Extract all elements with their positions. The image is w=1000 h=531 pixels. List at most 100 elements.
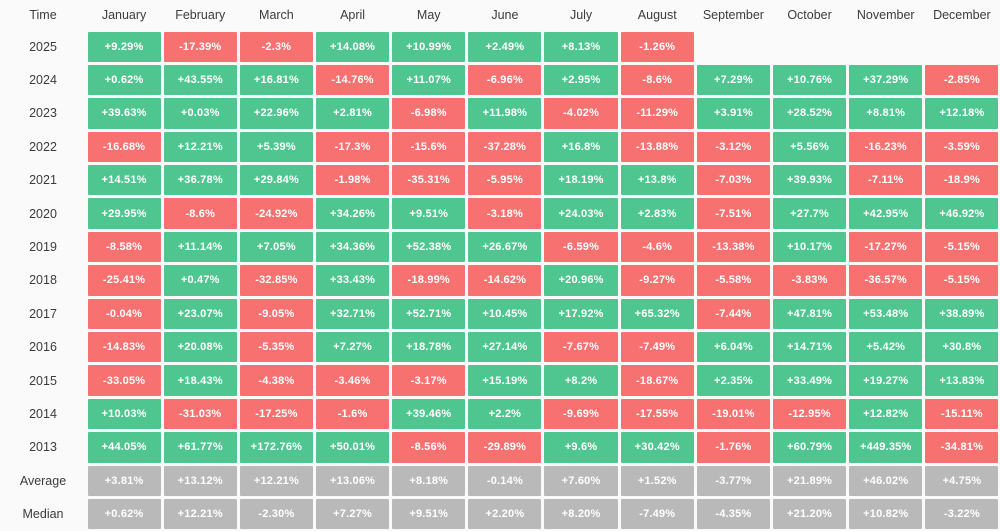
return-value: +2.95% (544, 64, 618, 96)
return-cell: -34.81% (924, 431, 1000, 464)
return-cell: +14.08% (314, 30, 390, 63)
return-value: +16.81% (239, 64, 313, 96)
return-cell: -2.85% (924, 63, 1000, 96)
return-cell (695, 30, 771, 63)
return-value: -29.89% (468, 432, 542, 463)
return-cell: +12.18% (924, 97, 1000, 130)
return-value: +13.06% (315, 465, 390, 496)
return-value: +10.45% (468, 298, 542, 330)
return-cell: -7.44% (695, 297, 771, 330)
return-cell: -1.98% (314, 164, 390, 197)
time-header: Time (29, 8, 57, 22)
return-value: +0.62% (87, 498, 161, 530)
return-cell: +18.43% (162, 364, 238, 397)
return-value: +10.03% (87, 398, 161, 430)
return-value: +8.2% (544, 365, 618, 396)
return-value: -11.29% (620, 98, 694, 129)
return-value: -35.31% (392, 165, 466, 196)
return-cell: +3.91% (695, 97, 771, 130)
return-value: -34.81% (925, 432, 999, 463)
return-value: -3.18% (468, 198, 542, 229)
return-cell: +2.81% (314, 97, 390, 130)
return-cell: -8.56% (391, 431, 467, 464)
return-value: -7.49% (620, 498, 694, 530)
return-value: -3.83% (772, 265, 847, 296)
return-value: +12.21% (163, 131, 237, 163)
month-header-march: March (259, 8, 294, 22)
return-cell: +33.49% (771, 364, 847, 397)
return-value: +43.55% (163, 64, 237, 96)
return-value: +39.93% (772, 165, 847, 196)
return-cell: -7.67% (543, 331, 619, 364)
return-value: -3.12% (696, 131, 770, 163)
return-cell: +29.84% (238, 164, 314, 197)
return-value: +17.92% (544, 298, 618, 330)
return-value: +32.71% (315, 298, 390, 330)
return-cell: +0.62% (86, 63, 162, 96)
return-cell: +14.51% (86, 164, 162, 197)
return-cell: -9.05% (238, 297, 314, 330)
return-value: +0.03% (163, 98, 237, 129)
return-value: +14.71% (772, 332, 847, 363)
return-value: -14.62% (468, 265, 542, 296)
return-cell: -18.67% (619, 364, 695, 397)
month-header-september: September (702, 8, 764, 22)
return-value: +46.92% (925, 198, 999, 229)
row-label-median: Median (22, 507, 64, 522)
return-value: +7.05% (239, 231, 313, 263)
return-cell: +12.21% (162, 497, 238, 530)
return-cell: +13.06% (314, 464, 390, 497)
month-header-october: October (787, 8, 832, 22)
return-value: +26.67% (468, 231, 542, 263)
return-value: -0.14% (468, 465, 542, 496)
return-value: +20.96% (544, 265, 618, 296)
return-value: -15.6% (392, 131, 466, 163)
return-cell: +9.6% (543, 431, 619, 464)
return-cell: +449.35% (848, 431, 924, 464)
return-cell: -18.9% (924, 164, 1000, 197)
return-value: +15.19% (468, 365, 542, 396)
return-cell: -5.58% (695, 264, 771, 297)
return-cell: +52.38% (391, 230, 467, 263)
return-cell: +24.03% (543, 197, 619, 230)
return-value: +30.8% (925, 332, 999, 363)
return-cell: -7.03% (695, 164, 771, 197)
return-value: +22.96% (239, 98, 313, 129)
return-value: +13.8% (620, 165, 694, 196)
return-cell: -15.6% (391, 130, 467, 163)
row-label-2013: 2013 (29, 440, 57, 455)
return-value: +29.84% (239, 165, 313, 196)
return-value: +21.89% (772, 465, 847, 496)
return-value: +3.81% (87, 465, 161, 496)
return-cell: -8.6% (162, 197, 238, 230)
return-cell: +5.56% (771, 130, 847, 163)
month-header-april: April (340, 8, 366, 22)
return-cell: +10.17% (771, 230, 847, 263)
month-header-june: June (491, 8, 519, 22)
return-value: +65.32% (620, 298, 694, 330)
return-cell: -35.31% (391, 164, 467, 197)
row-label-2017: 2017 (29, 306, 57, 321)
return-cell: +11.98% (467, 97, 543, 130)
return-value: -6.98% (392, 98, 466, 129)
return-cell: +8.2% (543, 364, 619, 397)
return-value: +39.63% (87, 98, 161, 129)
return-cell: +6.04% (695, 331, 771, 364)
return-cell: -37.28% (467, 130, 543, 163)
return-value: +61.77% (163, 432, 237, 463)
return-cell: +21.20% (771, 497, 847, 530)
return-cell: -25.41% (86, 264, 162, 297)
return-cell: +8.81% (848, 97, 924, 130)
return-cell: -3.22% (924, 497, 1000, 530)
return-cell: -14.62% (467, 264, 543, 297)
return-value: -18.99% (392, 265, 466, 296)
return-cell: -1.6% (314, 397, 390, 430)
return-value: +9.6% (544, 432, 618, 463)
return-cell: +9.29% (86, 30, 162, 63)
return-cell: -5.95% (467, 164, 543, 197)
return-cell: -18.99% (391, 264, 467, 297)
return-cell (771, 30, 847, 63)
return-cell: +4.75% (924, 464, 1000, 497)
return-cell: -8.6% (619, 63, 695, 96)
